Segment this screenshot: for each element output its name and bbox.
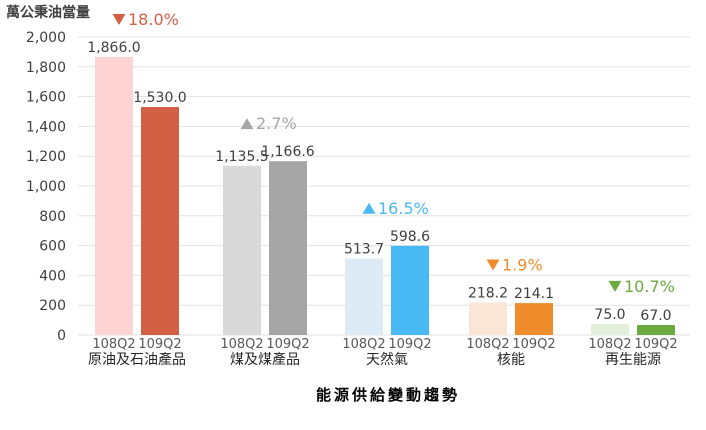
down-triangle-icon [112,13,126,25]
change-percent-label: 1.9% [502,255,543,274]
period-label: 108Q2 [588,337,631,352]
period-label: 109Q2 [266,337,309,352]
change-percent-label: 2.7% [256,114,297,133]
up-triangle-icon [362,202,376,214]
y-axis-unit-label: 萬公秉油當量 [6,4,90,21]
y-tick-label: 1,400 [26,119,66,135]
bar [345,258,383,335]
y-tick-label: 200 [39,298,66,314]
down-triangle-icon [486,259,500,271]
bar-groups: 1,866.0108Q21,530.0109Q2原油及石油產品18.0%1,13… [87,10,677,368]
bar-value-label: 1,530.0 [133,90,186,106]
period-label: 108Q2 [342,337,385,352]
change-indicator: 18.0% [112,10,179,29]
gridlines [78,36,690,336]
category-label: 核能 [497,352,525,368]
bar [391,245,429,335]
bar-value-label: 1,866.0 [87,40,140,56]
y-axis: 2,000 1,800 1,600 1,400 1,200 1,000 800 600 400 2… [26,30,66,344]
bar [223,165,261,335]
bar-value-label: 513.7 [344,241,384,257]
bar [515,303,553,335]
category-label: 原油及石油產品 [88,351,186,368]
period-label: 109Q2 [388,337,431,352]
change-percent-label: 10.7% [624,277,675,296]
period-label: 108Q2 [466,337,509,352]
chart-caption: 能源供給變動趨勢 [316,386,460,404]
change-indicator: 1.9% [486,255,543,274]
change-percent-label: 18.0% [128,10,179,29]
period-label: 108Q2 [220,337,263,352]
bar-value-label: 218.2 [468,285,508,301]
change-indicator: 2.7% [240,114,297,133]
y-tick-label: 0 [57,328,66,344]
bar [269,161,307,335]
y-tick-label: 1,600 [26,90,66,106]
y-tick-label: 800 [39,209,66,225]
bar-value-label: 75.0 [594,307,625,323]
change-percent-label: 16.5% [378,199,429,218]
bar [637,325,675,335]
category-label: 煤及煤產品 [230,351,300,368]
y-tick-label: 2,000 [26,30,66,46]
up-triangle-icon [240,118,254,130]
bar [141,107,179,335]
period-label: 109Q2 [138,337,181,352]
bar-value-label: 67.0 [640,308,671,324]
bar-value-label: 1,135.5 [215,149,268,165]
category-label: 天然氣 [366,351,408,368]
bar-value-label: 214.1 [514,286,554,302]
bar [591,323,629,335]
y-tick-label: 1,000 [26,179,66,195]
y-tick-label: 400 [39,268,66,284]
bar-value-label: 1,166.6 [261,144,315,160]
change-indicator: 10.7% [608,277,675,296]
y-tick-label: 1,200 [26,149,66,165]
period-label: 109Q2 [634,337,677,352]
bar [95,56,133,335]
y-tick-label: 1,800 [26,60,66,76]
change-indicator: 16.5% [362,199,429,218]
bar [469,302,507,335]
period-label: 108Q2 [92,337,135,352]
down-triangle-icon [608,280,622,292]
category-label: 再生能源 [605,352,661,368]
bar-value-label: 598.6 [390,229,430,245]
y-tick-label: 600 [39,239,66,255]
period-label: 109Q2 [512,337,555,352]
